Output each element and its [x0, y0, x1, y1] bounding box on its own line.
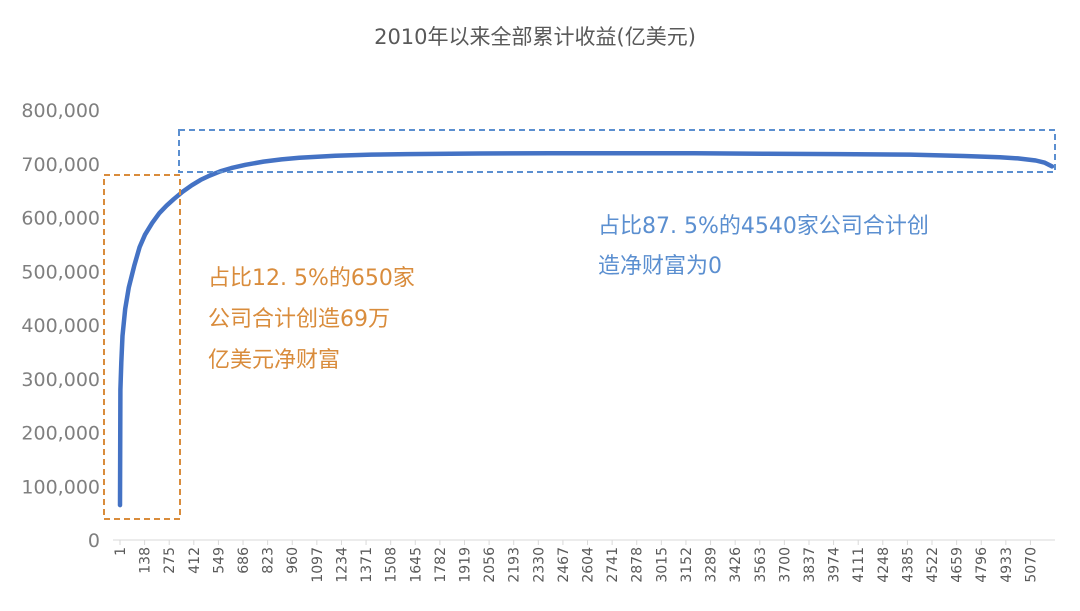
x-tick-label: 275: [162, 547, 178, 574]
x-tick-label: 2604: [581, 547, 597, 583]
x-tick-label: 5070: [1023, 547, 1039, 583]
x-tick-label: 2193: [507, 547, 523, 583]
x-tick-label: 1371: [359, 547, 375, 583]
x-tick-label: 1782: [433, 547, 449, 583]
x-tick-label: 1919: [457, 547, 473, 583]
highlight-box-top: [178, 129, 1056, 173]
x-tick-label: 3015: [654, 547, 670, 583]
x-tick-label: 4796: [974, 547, 990, 583]
y-tick-label: 800,000: [21, 100, 100, 122]
y-tick-label: 300,000: [21, 369, 100, 391]
annotation-left-line-2: 公司合计创造69万: [208, 307, 390, 332]
y-tick-label: 500,000: [21, 261, 100, 283]
x-tick-label: 686: [236, 547, 252, 574]
chart-title: 2010年以来全部累计收益(亿美元): [374, 25, 696, 49]
x-tick-label: 549: [211, 547, 227, 574]
x-tick-label: 2878: [630, 547, 646, 583]
x-tick-label: 1097: [310, 547, 326, 583]
x-tick-label: 4248: [876, 547, 892, 583]
x-tick-label: 1234: [334, 547, 350, 583]
x-tick-label: 1645: [408, 547, 424, 583]
x-tick-label: 3426: [728, 547, 744, 583]
annotation-right-line-2: 造净财富为0: [598, 254, 722, 279]
x-tick-label: 823: [261, 547, 277, 574]
x-tick-label: 2056: [482, 547, 498, 583]
y-axis: 0 100,000 200,000 300,000 400,000 500,000 600,…: [21, 100, 100, 552]
annotation-left-line-1: 占比12. 5%的650家: [208, 266, 415, 291]
x-tick-label: 1: [113, 547, 129, 556]
annotation-left-line-3: 亿美元净财富: [208, 348, 340, 373]
y-tick-label: 0: [88, 530, 100, 552]
x-tick-label: 2467: [556, 547, 572, 583]
x-tick-label: 3289: [704, 547, 720, 583]
x-tick-label: 4111: [851, 547, 867, 583]
y-tick-label: 100,000: [21, 476, 100, 498]
x-tick-label: 3152: [679, 547, 695, 583]
x-tick-label: 3700: [777, 547, 793, 583]
y-tick-label: 600,000: [21, 208, 100, 230]
x-axis: 1 138 275 412 549 686 823 960 1097 1234 1371 1508 16…: [113, 540, 1039, 583]
x-tick-label: 2330: [531, 547, 547, 583]
x-tick-label: 2741: [605, 547, 621, 583]
y-tick-label: 400,000: [21, 315, 100, 337]
y-tick-label: 200,000: [21, 423, 100, 445]
x-tick-label: 4659: [950, 547, 966, 583]
x-tick-label: 4933: [999, 547, 1015, 583]
highlight-box-left: [103, 174, 181, 520]
x-tick-label: 960: [285, 547, 301, 574]
x-tick-label: 1508: [384, 547, 400, 583]
series-line: [117, 151, 1055, 508]
x-tick-label: 3563: [753, 547, 769, 583]
x-tick-label: 3974: [827, 547, 843, 583]
x-tick-label: 412: [187, 547, 203, 574]
x-tick-label: 3837: [802, 547, 818, 583]
x-tick-label: 4385: [900, 547, 916, 583]
x-tick-label: 138: [138, 547, 154, 574]
x-tick-label: 4522: [925, 547, 941, 583]
y-tick-label: 700,000: [21, 154, 100, 176]
annotation-right-line-1: 占比87. 5%的4540家公司合计创: [598, 214, 929, 239]
